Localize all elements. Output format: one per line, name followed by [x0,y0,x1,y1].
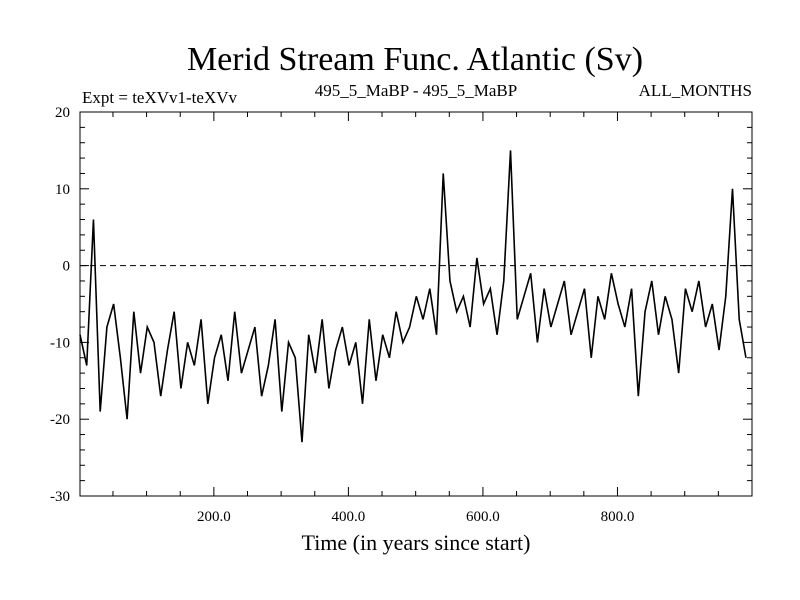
series-line-0 [79,150,747,443]
x-tick-label: 200.0 [197,509,231,525]
x-axis-label: Time (in years since start) [302,530,531,555]
y-tick-label: 20 [55,105,70,121]
months-label: ALL_MONTHS [639,81,752,100]
y-tick-label: 0 [63,259,71,275]
chart-title: Merid Stream Func. Atlantic (Sv) [187,41,643,78]
experiment-label: Expt = teXVv1-teXVv [82,88,238,107]
y-tick-label: -10 [50,335,70,351]
y-tick-label: -20 [50,412,70,428]
y-tick-label: -30 [50,489,70,505]
period-label: 495_5_MaBP - 495_5_MaBP [315,81,517,100]
x-tick-label: 800.0 [601,509,635,525]
plot-frame [79,111,753,497]
plot-area: 200.0 400.0 600.0 800.0 20 10 0 -10 -20 -30 [50,105,753,525]
y-tick-label: 10 [55,182,70,198]
x-tick-label: 600.0 [466,509,500,525]
x-tick-label: 400.0 [332,509,366,525]
